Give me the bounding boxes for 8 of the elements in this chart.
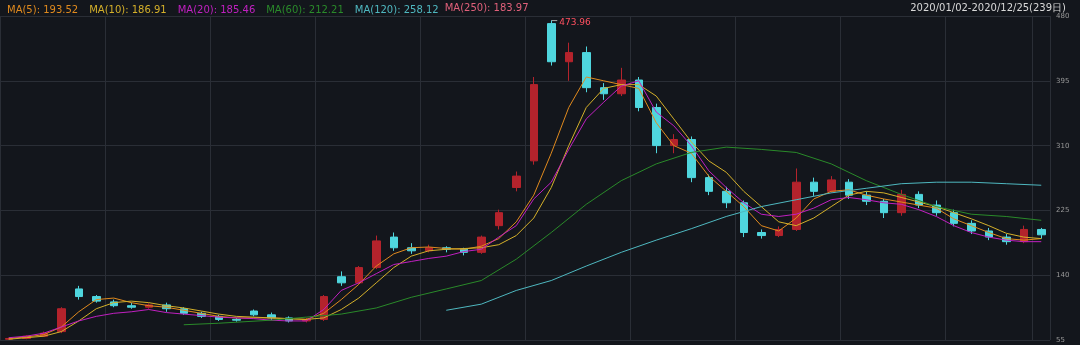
text: MA(120): 258.12 bbox=[354, 3, 439, 15]
text: MA(60): 212.21 bbox=[266, 3, 344, 15]
text: MA(250): 183.97 bbox=[444, 1, 529, 13]
text: MA(5): 193.52 bbox=[7, 3, 79, 15]
annotation: 473.96 bbox=[559, 17, 592, 28]
text: MA(10): 186.91 bbox=[89, 3, 167, 15]
text: MA(20): 185.46 bbox=[177, 3, 256, 15]
text: 2020/01/02-2020/12/25(239日) bbox=[910, 1, 1067, 13]
